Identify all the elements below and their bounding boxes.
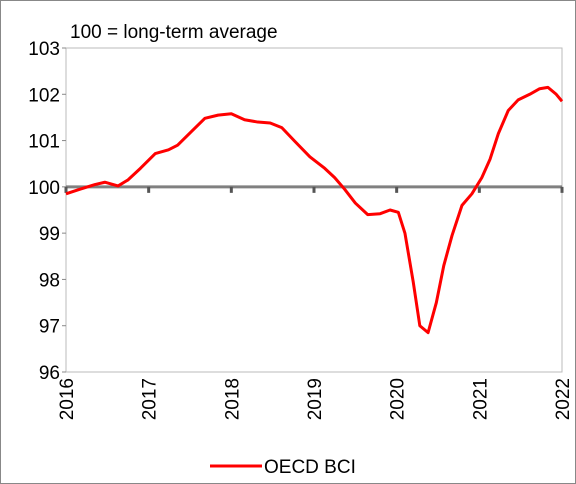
x-tick-label: 2021 [470,378,491,420]
y-tick-label: 103 [28,39,60,60]
y-tick-label: 97 [39,317,60,338]
annotation: 100 = long-term average [70,22,278,43]
x-tick-label: 2017 [140,378,161,420]
series-line [65,85,564,335]
x-tick-label: 2020 [388,378,409,420]
x-tick-label: 2019 [305,378,326,420]
y-tick-label: 101 [28,132,60,153]
legend-label: OECD BCI [264,457,356,478]
y-tick-label: 99 [39,224,60,245]
y-tick-label: 100 [28,178,60,199]
plot-frame [65,47,563,373]
x-tick-label: 2016 [57,378,78,420]
y-tick-label: 98 [39,270,60,291]
y-tick-label: 96 [39,363,60,384]
y-tick-label: 102 [28,85,60,106]
x-tick-label: 2018 [222,378,243,420]
x-tick-label: 2022 [553,378,574,420]
